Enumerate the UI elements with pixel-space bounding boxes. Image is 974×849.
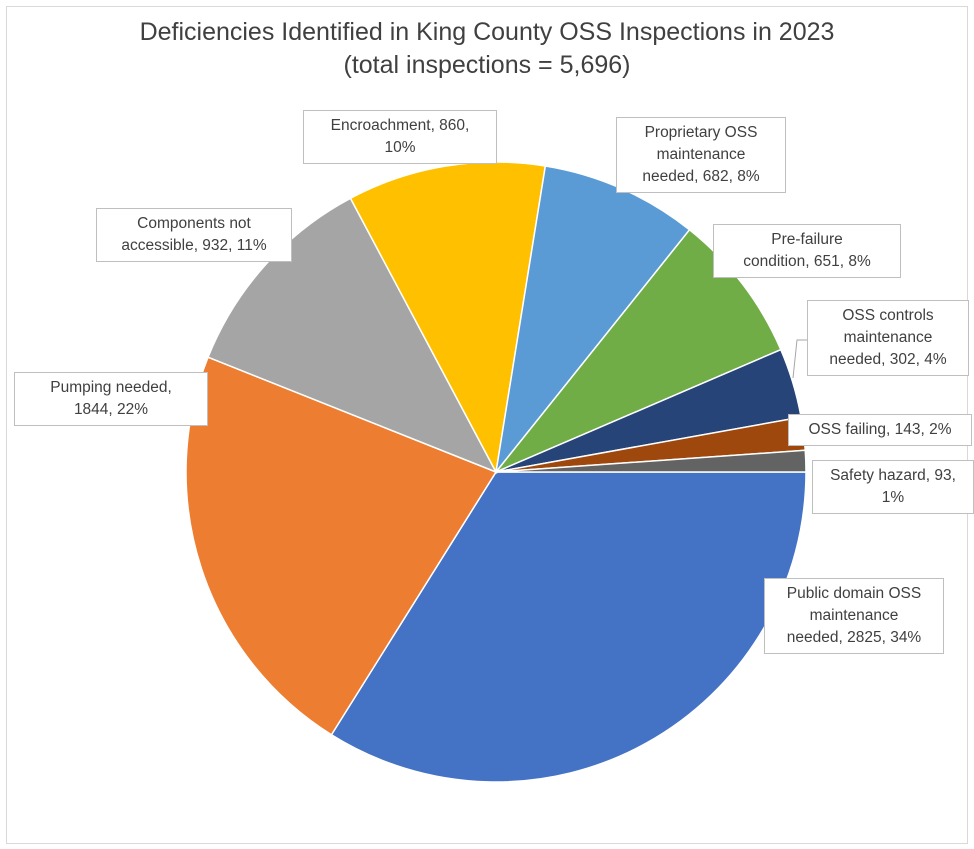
data-label-safety-hazard: Safety hazard, 93, 1% [812, 460, 974, 514]
data-label-line: 10% [384, 139, 416, 156]
data-label-line: Public domain OSS [786, 585, 922, 602]
data-label-public-domain: Public domain OSS maintenance needed, 2825… [764, 578, 944, 654]
chart-title-block: Deficiencies Identified in King County O… [0, 16, 974, 82]
data-label-encroachment: Encroachment, 860, 10% [303, 110, 497, 164]
data-label-pre-failure: Pre-failure condition, 651, 8% [713, 224, 901, 278]
data-label-components: Components not accessible, 932, 11% [96, 208, 292, 262]
data-label-line: Encroachment, 860, [330, 117, 470, 134]
data-label-line: maintenance [843, 329, 933, 346]
data-label-line: Components not [137, 215, 251, 232]
data-label-line: Safety hazard, 93, [830, 467, 956, 484]
data-label-line: needed, 302, 4% [829, 351, 947, 368]
data-label-line: 1844, 22% [73, 401, 149, 418]
data-label-proprietary: Proprietary OSS maintenance needed, 682, 8… [616, 117, 786, 193]
data-label-line: Pre-failure [771, 231, 843, 248]
pie-slice-safety-hazard [495, 449, 807, 473]
leader-lines [792, 339, 807, 379]
data-label-line: maintenance [809, 607, 899, 624]
data-label-pumping: Pumping needed, 1844, 22% [14, 372, 208, 426]
data-label-line: 1% [881, 489, 905, 506]
data-label-line: condition, 651, 8% [743, 253, 871, 270]
data-label-line: accessible, 932, 11% [121, 237, 267, 254]
data-label-line: needed, 2825, 34% [786, 629, 922, 646]
pie-slice-public-domain [330, 471, 807, 783]
chart-title: Deficiencies Identified in King County O… [139, 18, 835, 46]
data-label-oss-failing: OSS failing, 143, 2% [788, 414, 972, 446]
data-label-line: needed, 682, 8% [642, 168, 760, 185]
pie-slice-pre-failure [495, 228, 782, 473]
data-label-line: OSS failing, 143, 2% [808, 421, 952, 438]
data-label-line: maintenance [656, 146, 746, 163]
pie-slices [185, 161, 807, 783]
data-label-line: Proprietary OSS [644, 124, 758, 141]
pie-slice-encroachment [349, 161, 547, 475]
chart-subtitle: (total inspections = 5,696) [343, 51, 631, 79]
leader-line-oss-controls [792, 339, 807, 379]
data-label-line: OSS controls [842, 307, 934, 324]
data-label-line: Pumping needed, [50, 379, 172, 396]
data-label-oss-controls: OSS controls maintenance needed, 302, 4% [807, 300, 969, 376]
pie-slice-components [207, 197, 498, 474]
